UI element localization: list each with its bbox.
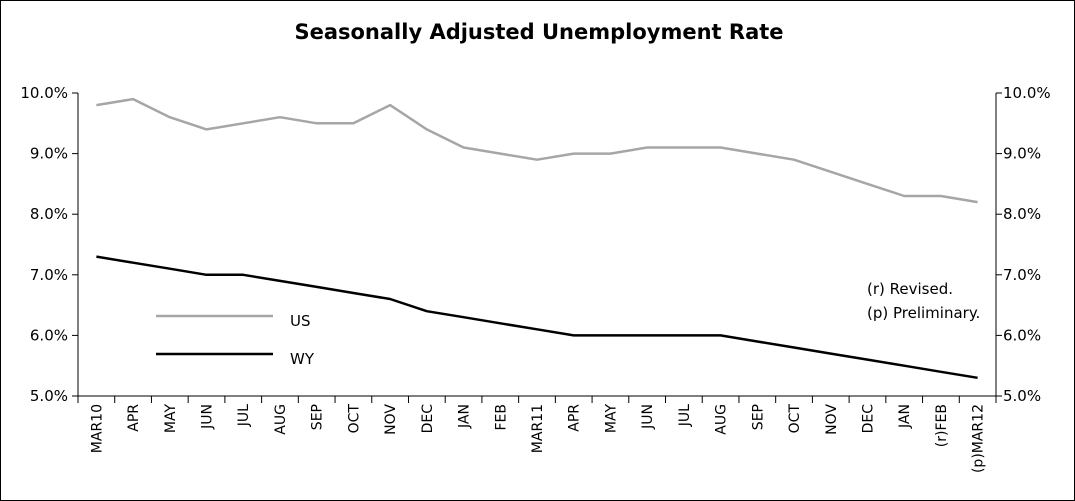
x-category-label: DEC <box>420 404 436 434</box>
chart-notes: (r) Revised. (p) Preliminary. <box>867 280 980 322</box>
x-category-label: FEB <box>493 404 509 431</box>
x-category-label: SEP <box>750 404 766 430</box>
series-line-wy <box>96 255 978 380</box>
right-y-tick-label: 5.0% <box>1003 387 1041 405</box>
note-revised: (r) Revised. <box>867 280 953 298</box>
x-category-label: SEP <box>310 404 326 430</box>
left-y-tick-label: 9.0% <box>30 145 68 163</box>
x-category-label: MAY <box>163 404 179 434</box>
x-category-label: OCT <box>787 404 803 434</box>
legend: US WY <box>156 312 315 368</box>
x-category-label: MAR11 <box>530 404 546 453</box>
x-category-label: OCT <box>346 404 362 434</box>
x-category-label: NOV <box>824 404 840 435</box>
right-y-ticks: 10.0% 9.0% 8.0% 7.0% 6.0% 5.0% <box>996 84 1051 405</box>
note-preliminary: (p) Preliminary. <box>867 304 980 322</box>
x-category-label: JAN <box>897 404 913 429</box>
right-y-tick-label: 7.0% <box>1003 266 1041 284</box>
x-category-label: AUG <box>714 404 730 435</box>
left-y-tick-label: 7.0% <box>30 266 68 284</box>
x-category-label: DEC <box>860 404 876 434</box>
x-category-label: JUL <box>677 404 693 427</box>
x-category-label: JUN <box>640 404 656 430</box>
left-y-tick-label: 6.0% <box>30 326 68 344</box>
x-category-label: MAR10 <box>89 404 105 453</box>
legend-label-wy: WY <box>290 350 315 368</box>
chart-title: Seasonally Adjusted Unemployment Rate <box>294 20 783 44</box>
x-category-label: JUN <box>200 404 216 430</box>
left-y-tick-label: 8.0% <box>30 205 68 223</box>
left-y-tick-label: 5.0% <box>30 387 68 405</box>
x-category-label: APR <box>126 404 142 432</box>
right-y-tick-label: 8.0% <box>1003 205 1041 223</box>
series-lines <box>96 97 978 380</box>
x-category-label: APR <box>567 404 583 432</box>
right-y-tick-label: 10.0% <box>1003 84 1051 102</box>
x-category-label: AUG <box>273 404 289 435</box>
legend-label-us: US <box>290 312 311 330</box>
right-y-tick-label: 6.0% <box>1003 326 1041 344</box>
x-category-label: (p)MAR12 <box>971 404 987 473</box>
right-y-tick-label: 9.0% <box>1003 145 1041 163</box>
x-category-label: (r)FEB <box>934 404 950 447</box>
x-category-label: JAN <box>457 404 473 429</box>
series-line-us <box>96 97 978 204</box>
x-ticks: MAR10 APR MAY JUN JUL AUG SEP OCT NOV DEC JAN FEB MA… <box>77 396 997 473</box>
x-category-label: MAY <box>603 404 619 434</box>
left-y-ticks: 10.0% 9.0% 8.0% 7.0% 6.0% 5.0% <box>20 84 78 405</box>
x-category-label: NOV <box>383 404 399 435</box>
x-category-label: JUL <box>236 404 252 427</box>
left-y-tick-label: 10.0% <box>20 84 68 102</box>
